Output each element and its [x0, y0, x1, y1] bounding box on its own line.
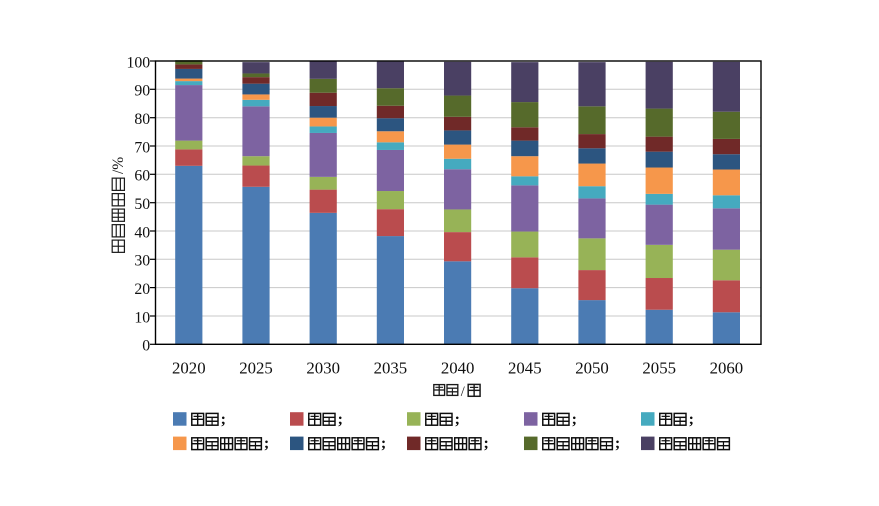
svg-text:;: ;: [689, 411, 694, 428]
svg-text:2040: 2040: [441, 358, 475, 377]
svg-text:70: 70: [134, 139, 150, 156]
svg-text:;: ;: [221, 411, 226, 428]
svg-text:;: ;: [484, 435, 489, 452]
svg-text:2030: 2030: [306, 358, 340, 377]
svg-text:2060: 2060: [710, 358, 744, 377]
svg-text:2020: 2020: [172, 358, 206, 377]
svg-text:;: ;: [615, 435, 620, 452]
svg-text:90: 90: [134, 83, 150, 100]
svg-text:20: 20: [134, 281, 150, 298]
svg-text:2025: 2025: [239, 358, 273, 377]
svg-text:/%: /%: [110, 157, 127, 174]
svg-text:/: /: [461, 384, 466, 400]
svg-text:40: 40: [134, 224, 150, 241]
svg-text:2045: 2045: [508, 358, 542, 377]
svg-text:10: 10: [134, 309, 150, 326]
svg-text:2035: 2035: [374, 358, 408, 377]
svg-text:;: ;: [455, 411, 460, 428]
svg-text:;: ;: [381, 435, 386, 452]
svg-text:0: 0: [142, 338, 150, 355]
svg-text:50: 50: [134, 196, 150, 213]
svg-text:2050: 2050: [575, 358, 609, 377]
svg-text:;: ;: [264, 435, 269, 452]
svg-text:;: ;: [572, 411, 577, 428]
svg-text:2055: 2055: [642, 358, 676, 377]
svg-text:;: ;: [338, 411, 343, 428]
svg-text:80: 80: [134, 111, 150, 128]
svg-text:100: 100: [126, 54, 150, 71]
svg-text:60: 60: [134, 168, 150, 185]
svg-text:30: 30: [134, 253, 150, 270]
